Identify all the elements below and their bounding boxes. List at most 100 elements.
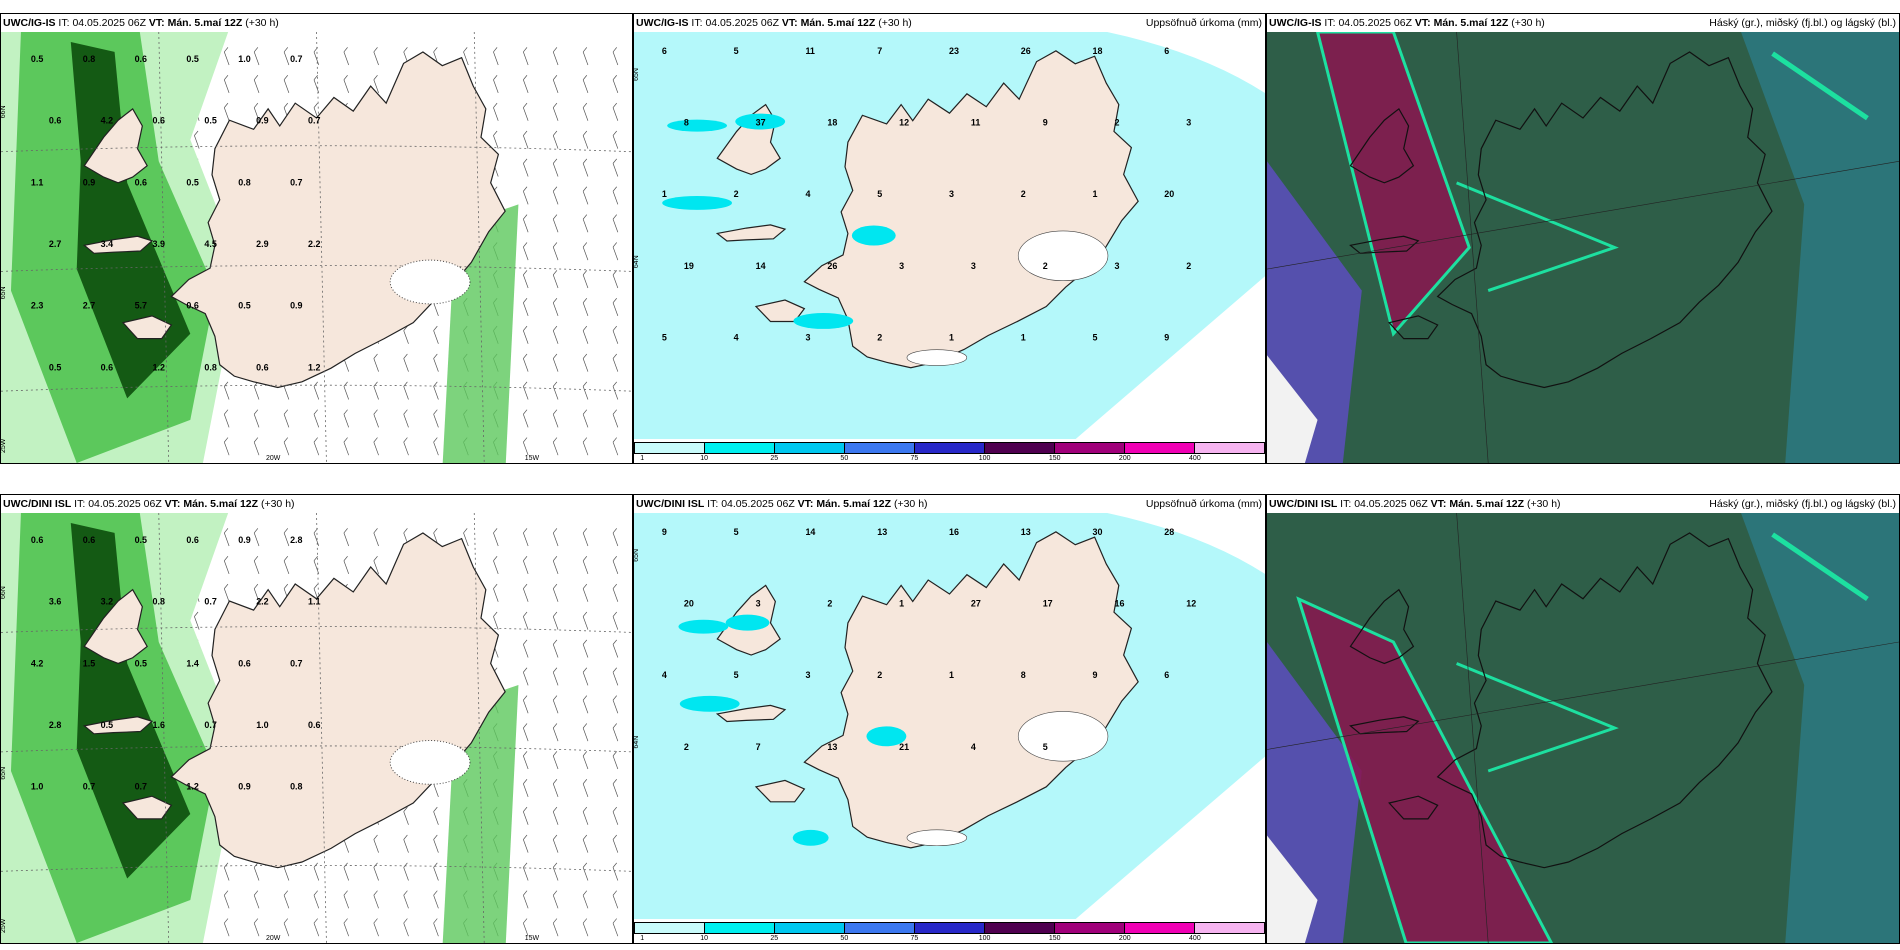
precip-value-label: 5: [734, 46, 739, 56]
wind-barb: [313, 381, 320, 400]
wind-barb: [373, 918, 379, 937]
wind-barb: [612, 325, 619, 344]
axis-label: 66N: [1, 105, 7, 118]
graticule-line: [1267, 641, 1899, 750]
wind-barb: [223, 583, 230, 602]
wind-value-label: 0.7: [290, 54, 302, 64]
precip-value-label: 1: [662, 189, 667, 199]
coastline: [1350, 717, 1418, 734]
wind-value-label: 0.8: [83, 54, 95, 64]
wind-barb: [194, 130, 200, 149]
wind-barb: [223, 918, 230, 937]
wind-value-label: 0.7: [204, 720, 216, 730]
wind-barb: [493, 130, 499, 149]
precip-maximum: [725, 614, 770, 631]
wind-barb: [493, 528, 499, 547]
wind-barb: [612, 583, 619, 602]
panel-title-right: Háský (gr.), miðský (fj.bl.) og lágský (…: [1709, 17, 1896, 29]
wind-barb: [343, 75, 350, 93]
precip-maximum: [793, 313, 854, 329]
wind-barb: [612, 298, 619, 316]
mid-cloud-contour: [1771, 532, 1869, 602]
colorbar-tick: 100: [978, 455, 991, 462]
wind-barb: [283, 75, 290, 93]
wind-barb: [612, 890, 619, 909]
wind-barb: [493, 47, 499, 66]
wind-barb: [283, 918, 290, 937]
wind-value-label: 4.2: [101, 116, 113, 126]
wind-barb: [523, 918, 529, 937]
wind-barb: [523, 437, 529, 456]
precip-value-label: 3: [805, 332, 810, 342]
wind-value-label: 4.2: [31, 658, 43, 668]
wind-value-label: 1.2: [153, 362, 165, 372]
wind-value-label: 0.7: [290, 177, 302, 187]
cloud-map: [1267, 513, 1899, 943]
axis-label: 25W: [1, 438, 7, 453]
wind-barb: [552, 779, 559, 797]
colorbar-segment: [985, 923, 1055, 933]
wind-barb: [523, 528, 529, 547]
precip-value-label: 20: [684, 599, 694, 609]
wind-value-label: 0.6: [135, 177, 147, 187]
wind-barb: [552, 242, 559, 261]
wind-barb: [523, 47, 529, 66]
precip-value-label: 13: [827, 742, 837, 752]
glacier-hatch: [389, 740, 471, 785]
axis-label: 65N: [634, 549, 640, 562]
wind-barb: [343, 890, 350, 909]
wind-barb: [523, 102, 529, 121]
precip-value-label: 5: [1093, 332, 1098, 342]
wind-barb: [253, 528, 260, 547]
wind-barb: [523, 667, 529, 686]
wind-barb: [433, 437, 439, 456]
wind-barb: [283, 409, 290, 428]
wind-barb: [582, 47, 589, 66]
precip-maximum: [662, 195, 732, 210]
precip-value-label: 2: [1114, 118, 1119, 128]
wind-value-label: 3.9: [153, 239, 165, 249]
precip-value-label: 3: [805, 670, 810, 680]
precip-value-label: 3: [1186, 118, 1191, 128]
wind-barb: [433, 409, 439, 428]
iceland-coast: [1350, 533, 1772, 868]
wind-barb: [523, 186, 529, 205]
wind-barb: [403, 409, 409, 428]
wind-barb: [552, 862, 559, 881]
wind-map: 0.5 0.8 0.6 0.5 1.0 0.7 0.6 4.2 0.6 0.5 0.9 0.7 1.1 0…: [1, 32, 632, 463]
wind-barb: [612, 695, 619, 714]
coastline: [1438, 52, 1772, 388]
wind-barb: [582, 639, 589, 658]
precip-map: 6 5 11 7 23 26 18 6 8 37 18 12 11 9 2 3 1 2 4 5 3 2 1 20 19 14 26 3…: [634, 32, 1265, 439]
precip-value-label: 4: [805, 189, 810, 199]
wind-barb: [223, 102, 230, 121]
wind-barb: [612, 47, 619, 66]
colorbar-segment: [1195, 923, 1264, 933]
coastline: [1350, 590, 1413, 664]
wind-barb: [552, 47, 559, 66]
wind-barb: [223, 381, 230, 400]
wind-barb: [433, 325, 439, 344]
wind-value-label: 2.3: [31, 301, 43, 311]
wind-barb: [313, 437, 320, 456]
colorbar-segment: [845, 923, 915, 933]
precip-colorbar: 1 10 25 50 75 100 150 200 400: [634, 439, 1265, 463]
precip-value-label: 4: [971, 742, 976, 752]
wind-value-label: 2.9: [256, 239, 268, 249]
wind-value-label: 2.2: [256, 597, 268, 607]
wind-value-label: 0.9: [256, 116, 268, 126]
graticule-line: [1456, 32, 1489, 463]
wind-value-label: 1.6: [153, 720, 165, 730]
precip-value-label: 5: [734, 670, 739, 680]
coastline: [1438, 533, 1772, 868]
wind-barb: [552, 130, 559, 149]
coastline: [171, 52, 505, 388]
wind-barb: [552, 437, 559, 456]
wind-value-label: 0.5: [186, 177, 198, 187]
graticule-line: [1, 384, 632, 392]
wind-barb: [582, 918, 589, 937]
wind-barb: [253, 890, 260, 909]
coastline: [171, 533, 505, 868]
precip-value-label: 11: [971, 118, 980, 128]
wind-barb: [373, 437, 379, 456]
